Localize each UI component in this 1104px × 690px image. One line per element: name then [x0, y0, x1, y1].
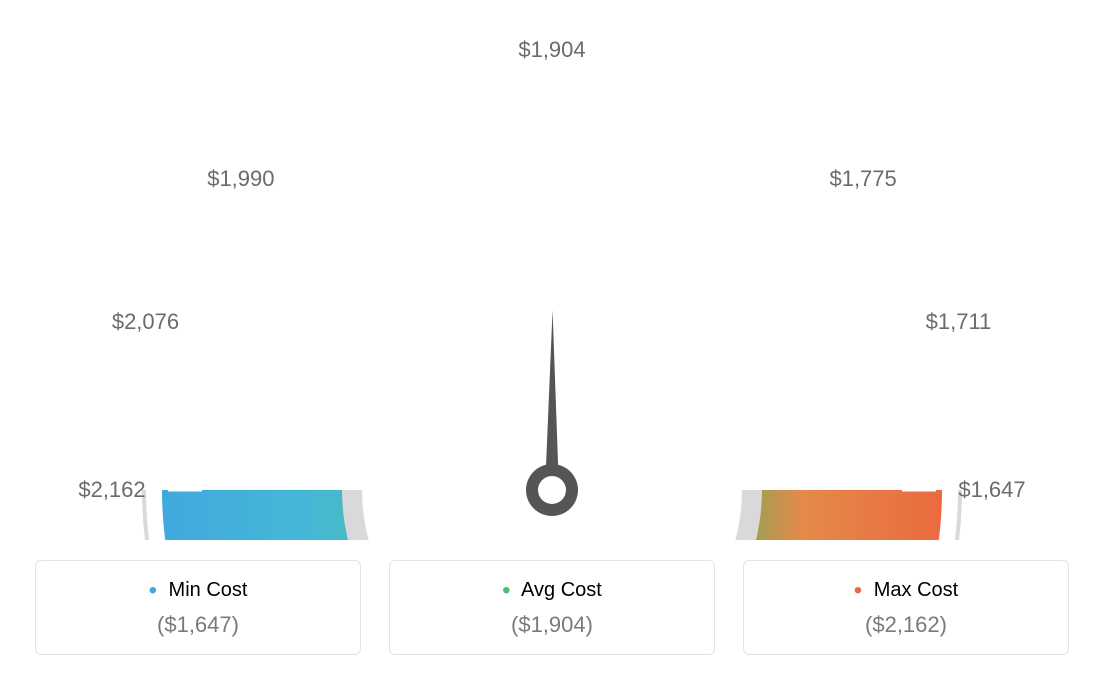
- gauge-tick-label: $2,162: [78, 477, 145, 503]
- gauge-tick-label: $1,647: [958, 477, 1025, 503]
- gauge-tick-label: $1,990: [207, 166, 274, 192]
- gauge-tick-label: $1,711: [926, 309, 992, 335]
- legend-value-avg: ($1,904): [400, 612, 704, 638]
- legend-row: • Min Cost ($1,647) • Avg Cost ($1,904) …: [20, 560, 1084, 655]
- gauge-svg: [20, 20, 1084, 540]
- legend-title-min: • Min Cost: [46, 579, 350, 602]
- legend-title-avg: • Avg Cost: [400, 579, 704, 602]
- legend-title-max: • Max Cost: [754, 579, 1058, 602]
- dot-icon: •: [854, 577, 862, 604]
- legend-value-min: ($1,647): [46, 612, 350, 638]
- legend-card-min: • Min Cost ($1,647): [35, 560, 361, 655]
- gauge-tick-label: $1,775: [829, 166, 896, 192]
- legend-value-max: ($2,162): [754, 612, 1058, 638]
- legend-card-avg: • Avg Cost ($1,904): [389, 560, 715, 655]
- dot-icon: •: [502, 577, 510, 604]
- gauge-tick-label: $2,076: [112, 309, 179, 335]
- dot-icon: •: [149, 577, 157, 604]
- gauge-tick-label: $1,904: [518, 37, 585, 63]
- cost-gauge: $1,647 $1,711 $1,775 $1,904 $1,990 $2,076 $2,1…: [20, 20, 1084, 540]
- legend-card-max: • Max Cost ($2,162): [743, 560, 1069, 655]
- legend-title-text: Min Cost: [169, 579, 248, 601]
- legend-title-text: Max Cost: [874, 579, 958, 601]
- legend-title-text: Avg Cost: [521, 579, 602, 601]
